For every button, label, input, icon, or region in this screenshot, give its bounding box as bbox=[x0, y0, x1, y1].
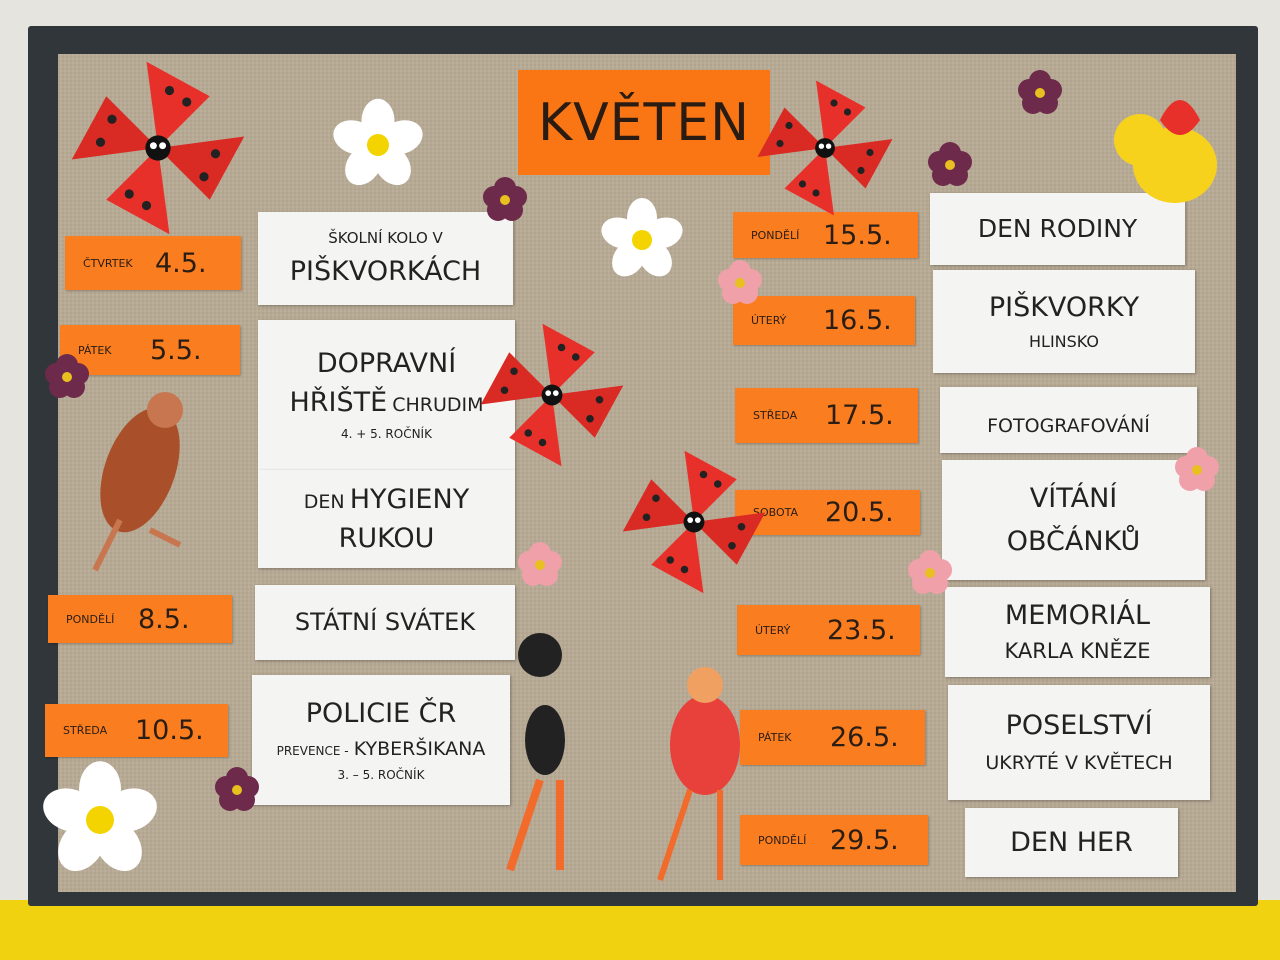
pinwheel-icon bbox=[480, 323, 624, 467]
flower-icon bbox=[597, 198, 687, 283]
event-title: FOTOGRAFOVÁNÍ bbox=[987, 415, 1150, 438]
date: 23.5. bbox=[827, 614, 896, 646]
day-name: PONDĚLÍ bbox=[751, 228, 800, 242]
event-card: DEN HER bbox=[965, 808, 1178, 877]
beetle-icon bbox=[92, 392, 183, 572]
flower-icon bbox=[483, 177, 527, 221]
date-label: SOBOTA 20.5. bbox=[735, 490, 920, 535]
event-title: HŘIŠTĚ bbox=[289, 387, 388, 419]
pinwheel-icon bbox=[622, 450, 766, 594]
event-card: DEN RODINY bbox=[930, 193, 1185, 265]
event-card: MEMORIÁL KARLA KNĚZE bbox=[945, 587, 1210, 677]
flower-icon bbox=[908, 550, 952, 594]
flower-icon bbox=[518, 542, 562, 586]
date-label: STŘEDA 17.5. bbox=[735, 388, 918, 443]
event-place: HLINSKO bbox=[1029, 331, 1099, 351]
event-card: PIŠKVORKY HLINSKO bbox=[933, 270, 1195, 373]
date: 5.5. bbox=[150, 334, 202, 366]
date: 29.5. bbox=[830, 824, 899, 856]
event-place: CHRUDIM bbox=[392, 394, 484, 417]
event-title: POSELSTVÍ bbox=[1005, 710, 1153, 742]
event-title: DEN bbox=[303, 490, 345, 513]
date: 20.5. bbox=[825, 497, 894, 528]
flower-icon bbox=[37, 761, 163, 881]
flower-icon bbox=[718, 260, 762, 304]
date: 15.5. bbox=[823, 219, 892, 251]
date-label: PONDĚLÍ 15.5. bbox=[733, 212, 918, 258]
ladybug-icon bbox=[657, 667, 740, 881]
day-name: PONDĚLÍ bbox=[758, 833, 807, 847]
date: 17.5. bbox=[825, 400, 894, 431]
event-card: ŠKOLNÍ KOLO V PIŠKVORKÁCH bbox=[258, 212, 513, 305]
yellow-wall bbox=[0, 900, 1280, 960]
day-name: STŘEDA bbox=[753, 409, 798, 422]
date-label: ÚTERÝ 16.5. bbox=[733, 296, 915, 345]
date: 10.5. bbox=[135, 715, 204, 746]
event-subtitle: ŠKOLNÍ KOLO V bbox=[328, 229, 443, 248]
date: 4.5. bbox=[155, 247, 207, 279]
event-card: VÍTÁNÍ OBČÁNKŮ bbox=[942, 460, 1205, 580]
event-card: POLICIE ČR PREVENCE - KYBERŠIKANA 3. – 5… bbox=[252, 675, 510, 805]
event-title: STÁTNÍ SVÁTEK bbox=[294, 607, 476, 636]
event-card: POSELSTVÍ UKRYTÉ V KVĚTECH bbox=[948, 685, 1210, 800]
event-subtitle: PREVENCE - bbox=[276, 743, 349, 758]
event-title: DOPRAVNÍ bbox=[316, 348, 457, 380]
bee-icon bbox=[1114, 100, 1217, 203]
day-name: STŘEDA bbox=[63, 724, 108, 737]
date-label: PÁTEK 26.5. bbox=[740, 710, 925, 765]
date-label: ČTVRTEK 4.5. bbox=[65, 236, 241, 290]
date-label: PONDĚLÍ 29.5. bbox=[740, 815, 928, 865]
pinwheel-icon bbox=[757, 80, 893, 216]
event-title: MEMORIÁL bbox=[1004, 600, 1151, 632]
date-label: PONDĚLÍ 8.5. bbox=[48, 595, 232, 643]
event-title: DEN HER bbox=[1010, 826, 1133, 858]
flower-icon bbox=[215, 767, 259, 811]
event-title: RUKOU bbox=[338, 523, 435, 554]
ant-icon bbox=[506, 633, 565, 872]
day-name: ÚTERÝ bbox=[755, 623, 791, 637]
flower-icon bbox=[328, 98, 428, 193]
event-title: OBČÁNKŮ bbox=[1006, 526, 1141, 557]
event-grades: 4. + 5. ROČNÍK bbox=[341, 427, 432, 442]
event-card: STÁTNÍ SVÁTEK bbox=[255, 585, 515, 660]
day-name: PÁTEK bbox=[758, 731, 792, 744]
event-grades: 3. – 5. ROČNÍK bbox=[337, 767, 425, 782]
day-name: ÚTERÝ bbox=[751, 314, 787, 327]
flower-icon bbox=[1175, 447, 1219, 491]
event-card: FOTOGRAFOVÁNÍ bbox=[940, 387, 1197, 453]
day-name: SOBOTA bbox=[753, 506, 799, 519]
event-title: HYGIENY bbox=[349, 483, 470, 515]
event-title: DEN RODINY bbox=[977, 213, 1138, 243]
event-title: PIŠKVORKY bbox=[988, 291, 1140, 323]
event-title: POLICIE ČR bbox=[305, 697, 457, 729]
day-name: PÁTEK bbox=[78, 343, 112, 357]
date: 16.5. bbox=[823, 305, 892, 336]
date-label: PÁTEK 5.5. bbox=[60, 325, 240, 375]
event-card: DEN HYGIENY RUKOU bbox=[258, 470, 515, 568]
event-subtitle: UKRYTÉ V KVĚTECH bbox=[985, 752, 1173, 775]
month-title: KVĚTEN bbox=[518, 70, 770, 175]
event-title: PIŠKVORKÁCH bbox=[289, 255, 482, 287]
day-name: PONDĚLÍ bbox=[66, 612, 115, 626]
date-label: STŘEDA 10.5. bbox=[45, 704, 228, 757]
pinwheel-icon bbox=[71, 61, 245, 235]
flower-icon bbox=[45, 354, 89, 398]
day-name: ČTVRTEK bbox=[83, 256, 133, 270]
date: 8.5. bbox=[138, 603, 190, 635]
flower-icon bbox=[1018, 70, 1062, 114]
date-label: ÚTERÝ 23.5. bbox=[737, 605, 920, 655]
event-title: KARLA KNĚZE bbox=[1004, 639, 1151, 664]
flower-icon bbox=[928, 142, 972, 186]
event-card: DOPRAVNÍ HŘIŠTĚ CHRUDIM 4. + 5. ROČNÍK bbox=[258, 320, 515, 470]
event-subtitle: KYBERŠIKANA bbox=[353, 737, 486, 760]
event-title: VÍTÁNÍ bbox=[1029, 482, 1118, 514]
date: 26.5. bbox=[830, 722, 899, 753]
